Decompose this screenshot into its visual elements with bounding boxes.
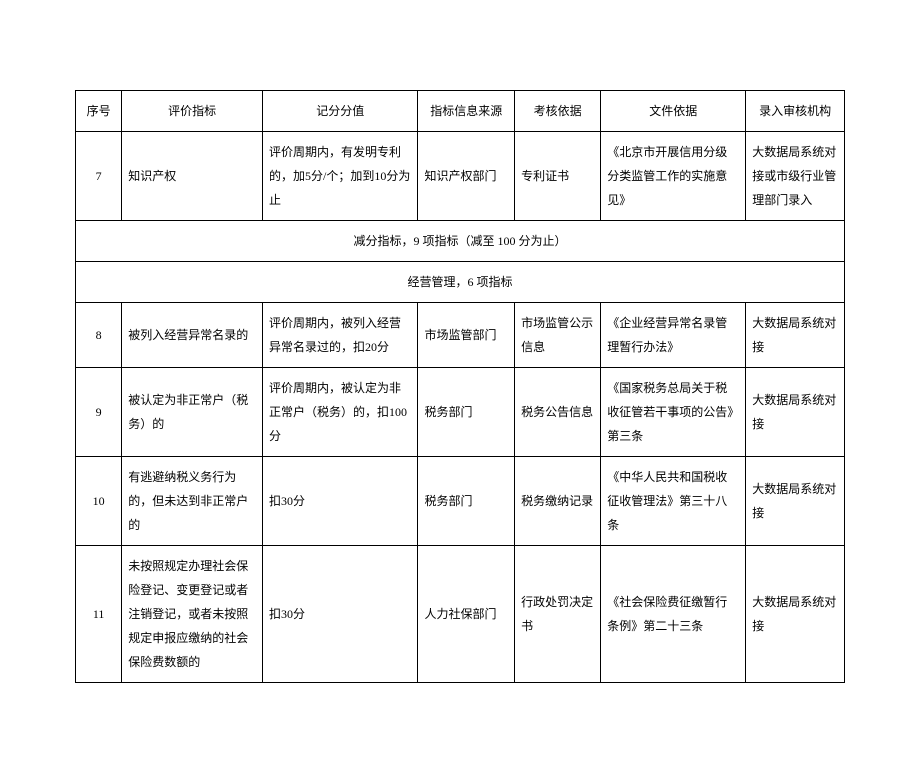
cell-doc: 《中华人民共和国税收征收管理法》第三十八条: [601, 457, 746, 546]
cell-indicator: 被认定为非正常户（税务）的: [122, 368, 263, 457]
section-row: 减分指标，9 项指标（减至 100 分为止）: [76, 221, 845, 262]
cell-score: 评价周期内，被列入经营异常名录过的，扣20分: [262, 303, 417, 368]
cell-basis: 税务缴纳记录: [515, 457, 601, 546]
cell-doc: 《社会保险费征缴暂行条例》第二十三条: [601, 546, 746, 683]
cell-doc: 《北京市开展信用分级分类监管工作的实施意见》: [601, 132, 746, 221]
cell-seq: 11: [76, 546, 122, 683]
cell-doc: 《国家税务总局关于税收征管若干事项的公告》第三条: [601, 368, 746, 457]
cell-doc: 《企业经营异常名录管理暂行办法》: [601, 303, 746, 368]
cell-basis: 税务公告信息: [515, 368, 601, 457]
cell-seq: 10: [76, 457, 122, 546]
section-header: 经营管理，6 项指标: [76, 262, 845, 303]
header-basis: 考核依据: [515, 91, 601, 132]
cell-source: 市场监管部门: [418, 303, 515, 368]
cell-audit: 大数据局系统对接: [746, 368, 845, 457]
cell-seq: 9: [76, 368, 122, 457]
header-indicator: 评价指标: [122, 91, 263, 132]
cell-seq: 7: [76, 132, 122, 221]
header-seq: 序号: [76, 91, 122, 132]
cell-basis: 专利证书: [515, 132, 601, 221]
cell-score: 评价周期内，被认定为非正常户（税务）的，扣100分: [262, 368, 417, 457]
evaluation-table: 序号 评价指标 记分分值 指标信息来源 考核依据 文件依据 录入审核机构 7 知…: [75, 90, 845, 683]
header-source: 指标信息来源: [418, 91, 515, 132]
cell-score: 扣30分: [262, 457, 417, 546]
section-row: 经营管理，6 项指标: [76, 262, 845, 303]
cell-audit: 大数据局系统对接或市级行业管理部门录入: [746, 132, 845, 221]
cell-indicator: 被列入经营异常名录的: [122, 303, 263, 368]
header-score: 记分分值: [262, 91, 417, 132]
header-doc: 文件依据: [601, 91, 746, 132]
cell-audit: 大数据局系统对接: [746, 303, 845, 368]
cell-basis: 市场监管公示信息: [515, 303, 601, 368]
cell-source: 税务部门: [418, 457, 515, 546]
cell-indicator: 知识产权: [122, 132, 263, 221]
cell-score: 评价周期内，有发明专利的，加5分/个；加到10分为止: [262, 132, 417, 221]
cell-source: 税务部门: [418, 368, 515, 457]
cell-basis: 行政处罚决定书: [515, 546, 601, 683]
table-row: 7 知识产权 评价周期内，有发明专利的，加5分/个；加到10分为止 知识产权部门…: [76, 132, 845, 221]
table-row: 9 被认定为非正常户（税务）的 评价周期内，被认定为非正常户（税务）的，扣100…: [76, 368, 845, 457]
cell-indicator: 未按照规定办理社会保险登记、变更登记或者注销登记，或者未按照规定申报应缴纳的社会…: [122, 546, 263, 683]
table-row: 8 被列入经营异常名录的 评价周期内，被列入经营异常名录过的，扣20分 市场监管…: [76, 303, 845, 368]
cell-source: 人力社保部门: [418, 546, 515, 683]
header-audit: 录入审核机构: [746, 91, 845, 132]
section-header: 减分指标，9 项指标（减至 100 分为止）: [76, 221, 845, 262]
cell-indicator: 有逃避纳税义务行为的，但未达到非正常户的: [122, 457, 263, 546]
cell-audit: 大数据局系统对接: [746, 457, 845, 546]
table-header-row: 序号 评价指标 记分分值 指标信息来源 考核依据 文件依据 录入审核机构: [76, 91, 845, 132]
cell-score: 扣30分: [262, 546, 417, 683]
table-row: 10 有逃避纳税义务行为的，但未达到非正常户的 扣30分 税务部门 税务缴纳记录…: [76, 457, 845, 546]
table-row: 11 未按照规定办理社会保险登记、变更登记或者注销登记，或者未按照规定申报应缴纳…: [76, 546, 845, 683]
cell-seq: 8: [76, 303, 122, 368]
cell-audit: 大数据局系统对接: [746, 546, 845, 683]
cell-source: 知识产权部门: [418, 132, 515, 221]
